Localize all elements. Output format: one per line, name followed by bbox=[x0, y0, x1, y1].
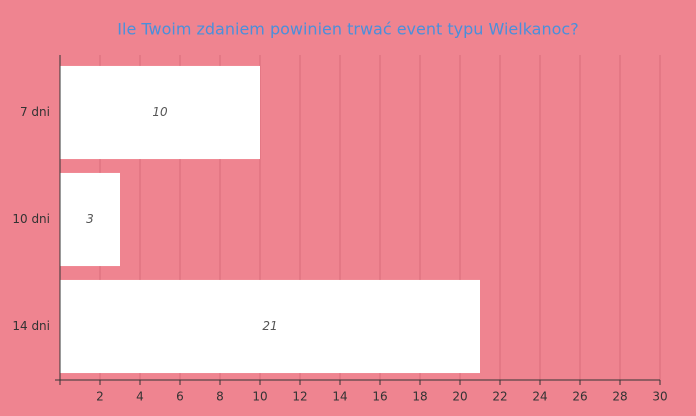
value-label: 10 bbox=[152, 105, 168, 119]
bar bbox=[60, 172, 120, 267]
y-tick-label: 14 dni bbox=[12, 319, 50, 333]
x-tick-label: 4 bbox=[136, 390, 144, 404]
x-tick-label: 20 bbox=[452, 390, 467, 404]
x-tick-label: 10 bbox=[252, 390, 267, 404]
bar bbox=[60, 279, 480, 374]
x-tick-label: 22 bbox=[492, 390, 507, 404]
value-label: 3 bbox=[86, 212, 94, 226]
x-tick-label: 24 bbox=[532, 390, 547, 404]
x-tick-label: 12 bbox=[292, 390, 307, 404]
x-tick-label: 18 bbox=[412, 390, 427, 404]
value-label: 21 bbox=[262, 319, 277, 333]
x-tick-label: 2 bbox=[96, 390, 104, 404]
x-tick-label: 16 bbox=[372, 390, 387, 404]
x-tick-label: 6 bbox=[176, 390, 184, 404]
x-tick-label: 28 bbox=[612, 390, 627, 404]
x-tick-label: 30 bbox=[652, 390, 667, 404]
x-tick-label: 8 bbox=[216, 390, 224, 404]
y-tick-label: 10 dni bbox=[12, 212, 50, 226]
y-tick-label: 7 dni bbox=[20, 105, 50, 119]
x-tick-label: 26 bbox=[572, 390, 587, 404]
bar bbox=[60, 65, 260, 160]
x-tick-label: 14 bbox=[332, 390, 347, 404]
chart-title: Ile Twoim zdaniem powinien trwać event t… bbox=[117, 20, 578, 39]
